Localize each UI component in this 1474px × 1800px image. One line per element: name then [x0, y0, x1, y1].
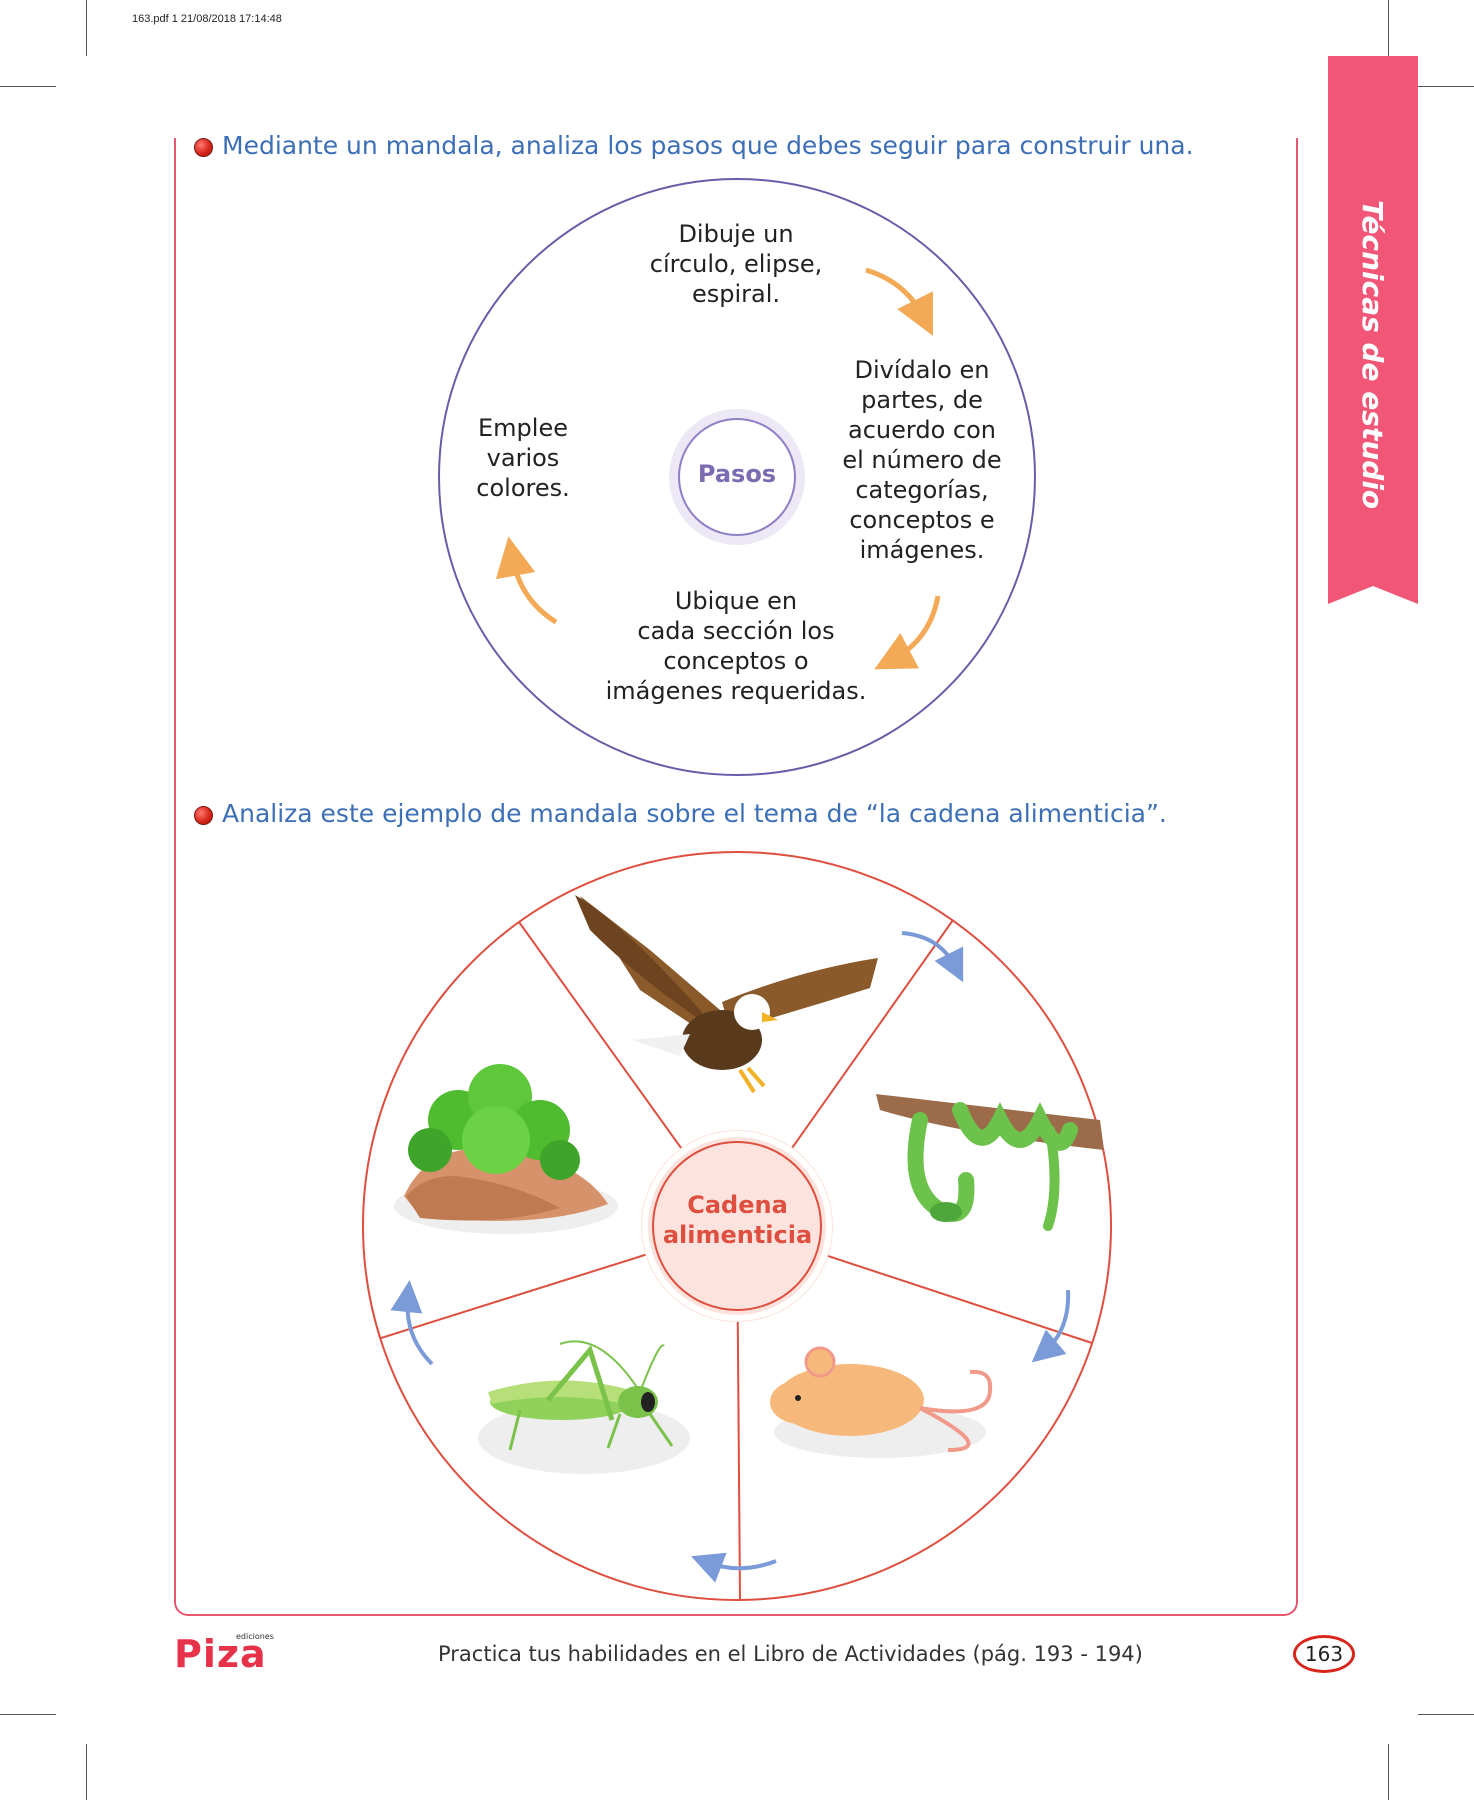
steps-center-label: Pasos — [697, 460, 777, 488]
eagle-illustration — [575, 895, 878, 1094]
print-stamp: 163.pdf 1 21/08/2018 17:14:48 — [132, 13, 282, 25]
step-divide: Divídalo en partes, de acuerdo con el nú… — [842, 356, 1002, 564]
crop-mark — [1418, 86, 1474, 87]
bush-illustration — [394, 1064, 618, 1234]
crop-mark — [86, 0, 87, 56]
bullet-icon — [194, 806, 213, 825]
arrow-icon — [390, 1280, 434, 1366]
crop-mark — [86, 1744, 87, 1800]
grasshopper-illustration — [478, 1340, 690, 1474]
publisher-logo: Piza — [174, 1632, 267, 1676]
step-draw-shape: Dibuje un círculo, elipse, espiral. — [649, 220, 823, 308]
bullet-icon — [194, 138, 213, 157]
cadena-inner-ring — [652, 1141, 822, 1311]
arrow-icon — [865, 267, 933, 336]
step-use-colors: Emplee varios colores. — [476, 414, 570, 502]
crop-mark — [0, 1714, 56, 1715]
step-place-concepts: Ubique en cada sección los conceptos o i… — [605, 587, 867, 705]
crop-mark — [1388, 0, 1389, 56]
arrow-icon — [495, 536, 558, 625]
instruction-second: Analiza este ejemplo de mandala sobre el… — [222, 799, 1167, 828]
page-number: 163 — [1293, 1635, 1355, 1673]
practice-note: Practica tus habilidades en el Libro de … — [438, 1642, 1143, 1666]
crop-mark — [0, 86, 56, 87]
arrow-icon — [874, 595, 941, 670]
arrow-icon — [1031, 1289, 1071, 1363]
page-frame — [174, 138, 1298, 1616]
arrow-icon — [901, 931, 964, 983]
section-ribbon — [1328, 56, 1418, 604]
pasos-ring — [678, 418, 796, 536]
snake-illustration — [876, 1094, 1104, 1231]
publisher-logo-small: ediciones — [236, 1632, 274, 1641]
arrow-icon — [691, 1552, 777, 1583]
food-chain-center-label: Cadena alimenticia — [662, 1191, 813, 1249]
steps-outer-circle — [438, 178, 1036, 776]
instruction-first: Mediante un mandala, analiza los pasos q… — [222, 131, 1194, 160]
crop-mark — [1418, 1714, 1474, 1715]
mouse-illustration — [770, 1346, 993, 1458]
crop-mark — [1388, 1744, 1389, 1800]
